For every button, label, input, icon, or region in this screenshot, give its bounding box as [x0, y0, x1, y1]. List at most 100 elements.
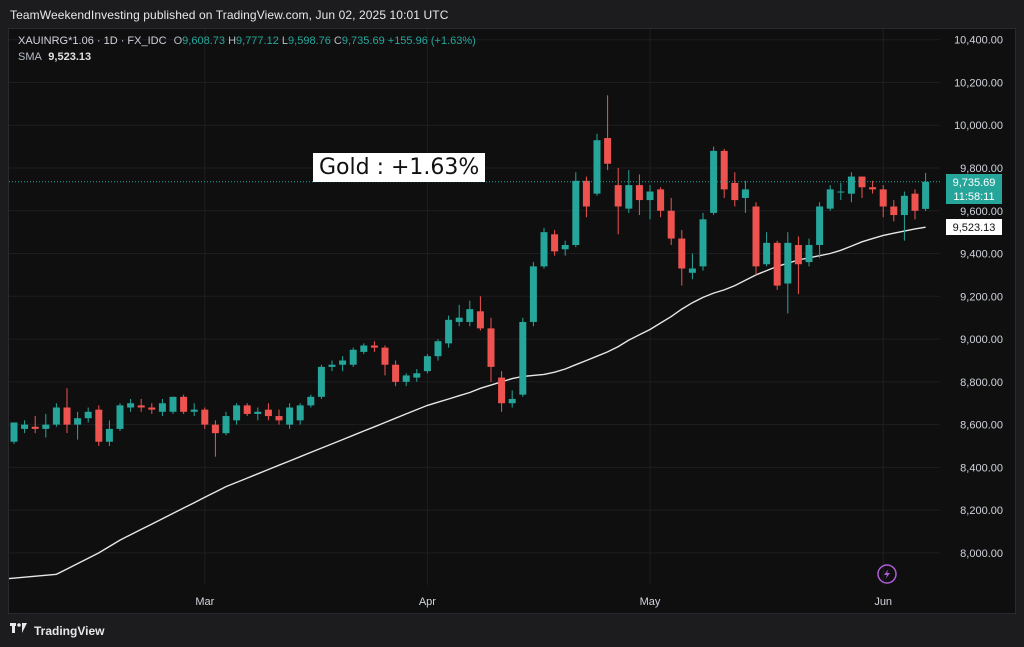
candle[interactable] [137, 398, 145, 412]
candle[interactable] [169, 396, 177, 414]
candle[interactable] [201, 407, 209, 429]
candle[interactable] [593, 133, 601, 196]
legend-low-value: 9,598.76 [288, 35, 331, 47]
candle[interactable] [519, 317, 527, 397]
legend-symbol[interactable]: XAUINRG*1.06 · 1D · FX_IDC [18, 35, 167, 47]
candle[interactable] [498, 371, 506, 412]
candle[interactable] [487, 317, 495, 382]
candle[interactable] [286, 403, 294, 429]
candle[interactable] [667, 197, 675, 245]
candle[interactable] [922, 172, 930, 212]
candle[interactable] [74, 411, 82, 440]
candle[interactable] [678, 230, 686, 286]
candle-body [349, 349, 357, 365]
candle[interactable] [508, 390, 516, 408]
candle[interactable] [879, 185, 887, 218]
candle[interactable] [105, 420, 113, 446]
candle[interactable] [752, 202, 760, 275]
candle-body [498, 377, 506, 404]
candle[interactable] [805, 238, 813, 267]
candle[interactable] [42, 413, 50, 438]
candle[interactable] [349, 347, 357, 367]
candle[interactable] [731, 172, 739, 207]
candle[interactable] [466, 300, 474, 327]
candle[interactable] [900, 191, 908, 241]
candle[interactable] [455, 304, 463, 327]
candle[interactable] [625, 170, 633, 213]
candle[interactable] [116, 403, 124, 432]
candle[interactable] [296, 403, 304, 425]
candle[interactable] [710, 146, 718, 216]
candle[interactable] [402, 373, 410, 387]
candle[interactable] [233, 403, 241, 425]
legend-sma-label[interactable]: SMA [18, 51, 42, 63]
candle[interactable] [31, 416, 39, 434]
candle[interactable] [816, 202, 824, 258]
candle[interactable] [211, 420, 219, 457]
candle[interactable] [84, 407, 92, 423]
candle[interactable] [551, 230, 559, 256]
candle[interactable] [699, 212, 707, 271]
candle[interactable] [434, 339, 442, 361]
lightning-icon[interactable] [877, 564, 897, 584]
candle[interactable] [370, 341, 378, 352]
candle[interactable] [95, 405, 103, 446]
candle[interactable] [63, 388, 71, 434]
candle[interactable] [794, 236, 802, 295]
candle[interactable] [254, 407, 262, 421]
candle[interactable] [413, 369, 421, 382]
candle[interactable] [773, 240, 781, 290]
candle[interactable] [21, 420, 29, 434]
gold-annotation[interactable]: Gold : +1.63% [313, 153, 486, 182]
candle[interactable] [392, 360, 400, 387]
candle[interactable] [540, 227, 548, 269]
candle[interactable] [614, 168, 622, 235]
candle[interactable] [360, 343, 368, 355]
candle[interactable] [180, 394, 188, 414]
candle[interactable] [529, 262, 537, 327]
candle-body [254, 411, 262, 414]
candle[interactable] [582, 176, 590, 218]
candle[interactable] [688, 253, 696, 280]
candle[interactable] [222, 411, 230, 436]
candle[interactable] [572, 172, 580, 248]
candle[interactable] [763, 232, 771, 267]
candle[interactable] [720, 148, 728, 198]
candle[interactable] [646, 185, 654, 220]
legend-sma-row: SMA 9,523.13 [18, 49, 476, 65]
candle[interactable] [264, 403, 272, 421]
candle[interactable] [423, 354, 431, 374]
candle[interactable] [858, 176, 866, 198]
candle-body [773, 242, 781, 286]
candle[interactable] [275, 409, 283, 425]
candle[interactable] [869, 180, 877, 194]
candle[interactable] [339, 356, 347, 372]
candle-body [21, 424, 29, 429]
candle[interactable] [445, 315, 453, 348]
candle[interactable] [847, 172, 855, 203]
candle[interactable] [10, 422, 18, 444]
candle[interactable] [741, 180, 749, 213]
candle[interactable] [657, 187, 665, 218]
candle[interactable] [307, 394, 315, 408]
candle[interactable] [635, 174, 643, 216]
candle[interactable] [381, 345, 389, 376]
candle-body [296, 405, 304, 421]
candle[interactable] [243, 403, 251, 417]
candle[interactable] [604, 95, 612, 171]
candle[interactable] [158, 398, 166, 417]
candle[interactable] [328, 360, 336, 372]
candle[interactable] [127, 398, 135, 412]
candle[interactable] [784, 232, 792, 314]
candle[interactable] [837, 182, 845, 201]
candle[interactable] [317, 364, 325, 399]
candle[interactable] [476, 296, 484, 331]
candle[interactable] [890, 200, 898, 222]
candle[interactable] [190, 403, 198, 417]
candle[interactable] [148, 403, 156, 414]
candle[interactable] [826, 185, 834, 211]
candle[interactable] [911, 189, 919, 220]
candle[interactable] [561, 240, 569, 256]
candle[interactable] [52, 403, 60, 427]
